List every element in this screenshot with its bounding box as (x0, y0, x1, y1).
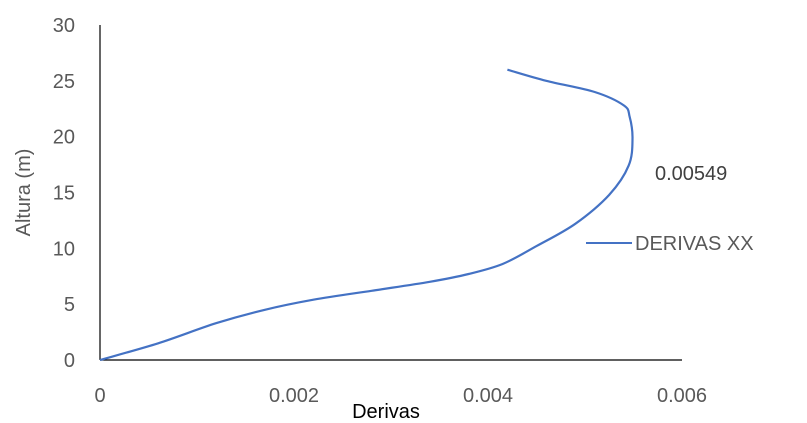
y-axis-title: Altura (m) (13, 149, 35, 237)
legend: DERIVAS XX (586, 233, 754, 255)
y-tick-label: 0 (64, 350, 75, 372)
y-axis-ticks: 0 5 10 15 20 25 30 (53, 15, 75, 372)
x-tick-label: 0.002 (269, 385, 319, 407)
y-tick-label: 10 (53, 238, 75, 260)
max-drift-annotation: 0.00549 (655, 163, 727, 185)
y-tick-label: 30 (53, 15, 75, 37)
y-tick-label: 25 (53, 71, 75, 93)
legend-label-derivas-xx: DERIVAS XX (635, 233, 754, 255)
x-tick-label: 0.004 (463, 385, 513, 407)
series-line-derivas-xx (99, 68, 634, 362)
x-axis-ticks: 0 0.002 0.004 0.006 (94, 385, 707, 407)
x-tick-label: 0.006 (657, 385, 707, 407)
x-tick-label: 0 (94, 385, 105, 407)
y-tick-label: 20 (53, 127, 75, 149)
series-layer (99, 68, 634, 362)
y-tick-label: 5 (64, 294, 75, 316)
y-tick-label: 15 (53, 183, 75, 205)
x-axis-title: Derivas (352, 401, 420, 423)
